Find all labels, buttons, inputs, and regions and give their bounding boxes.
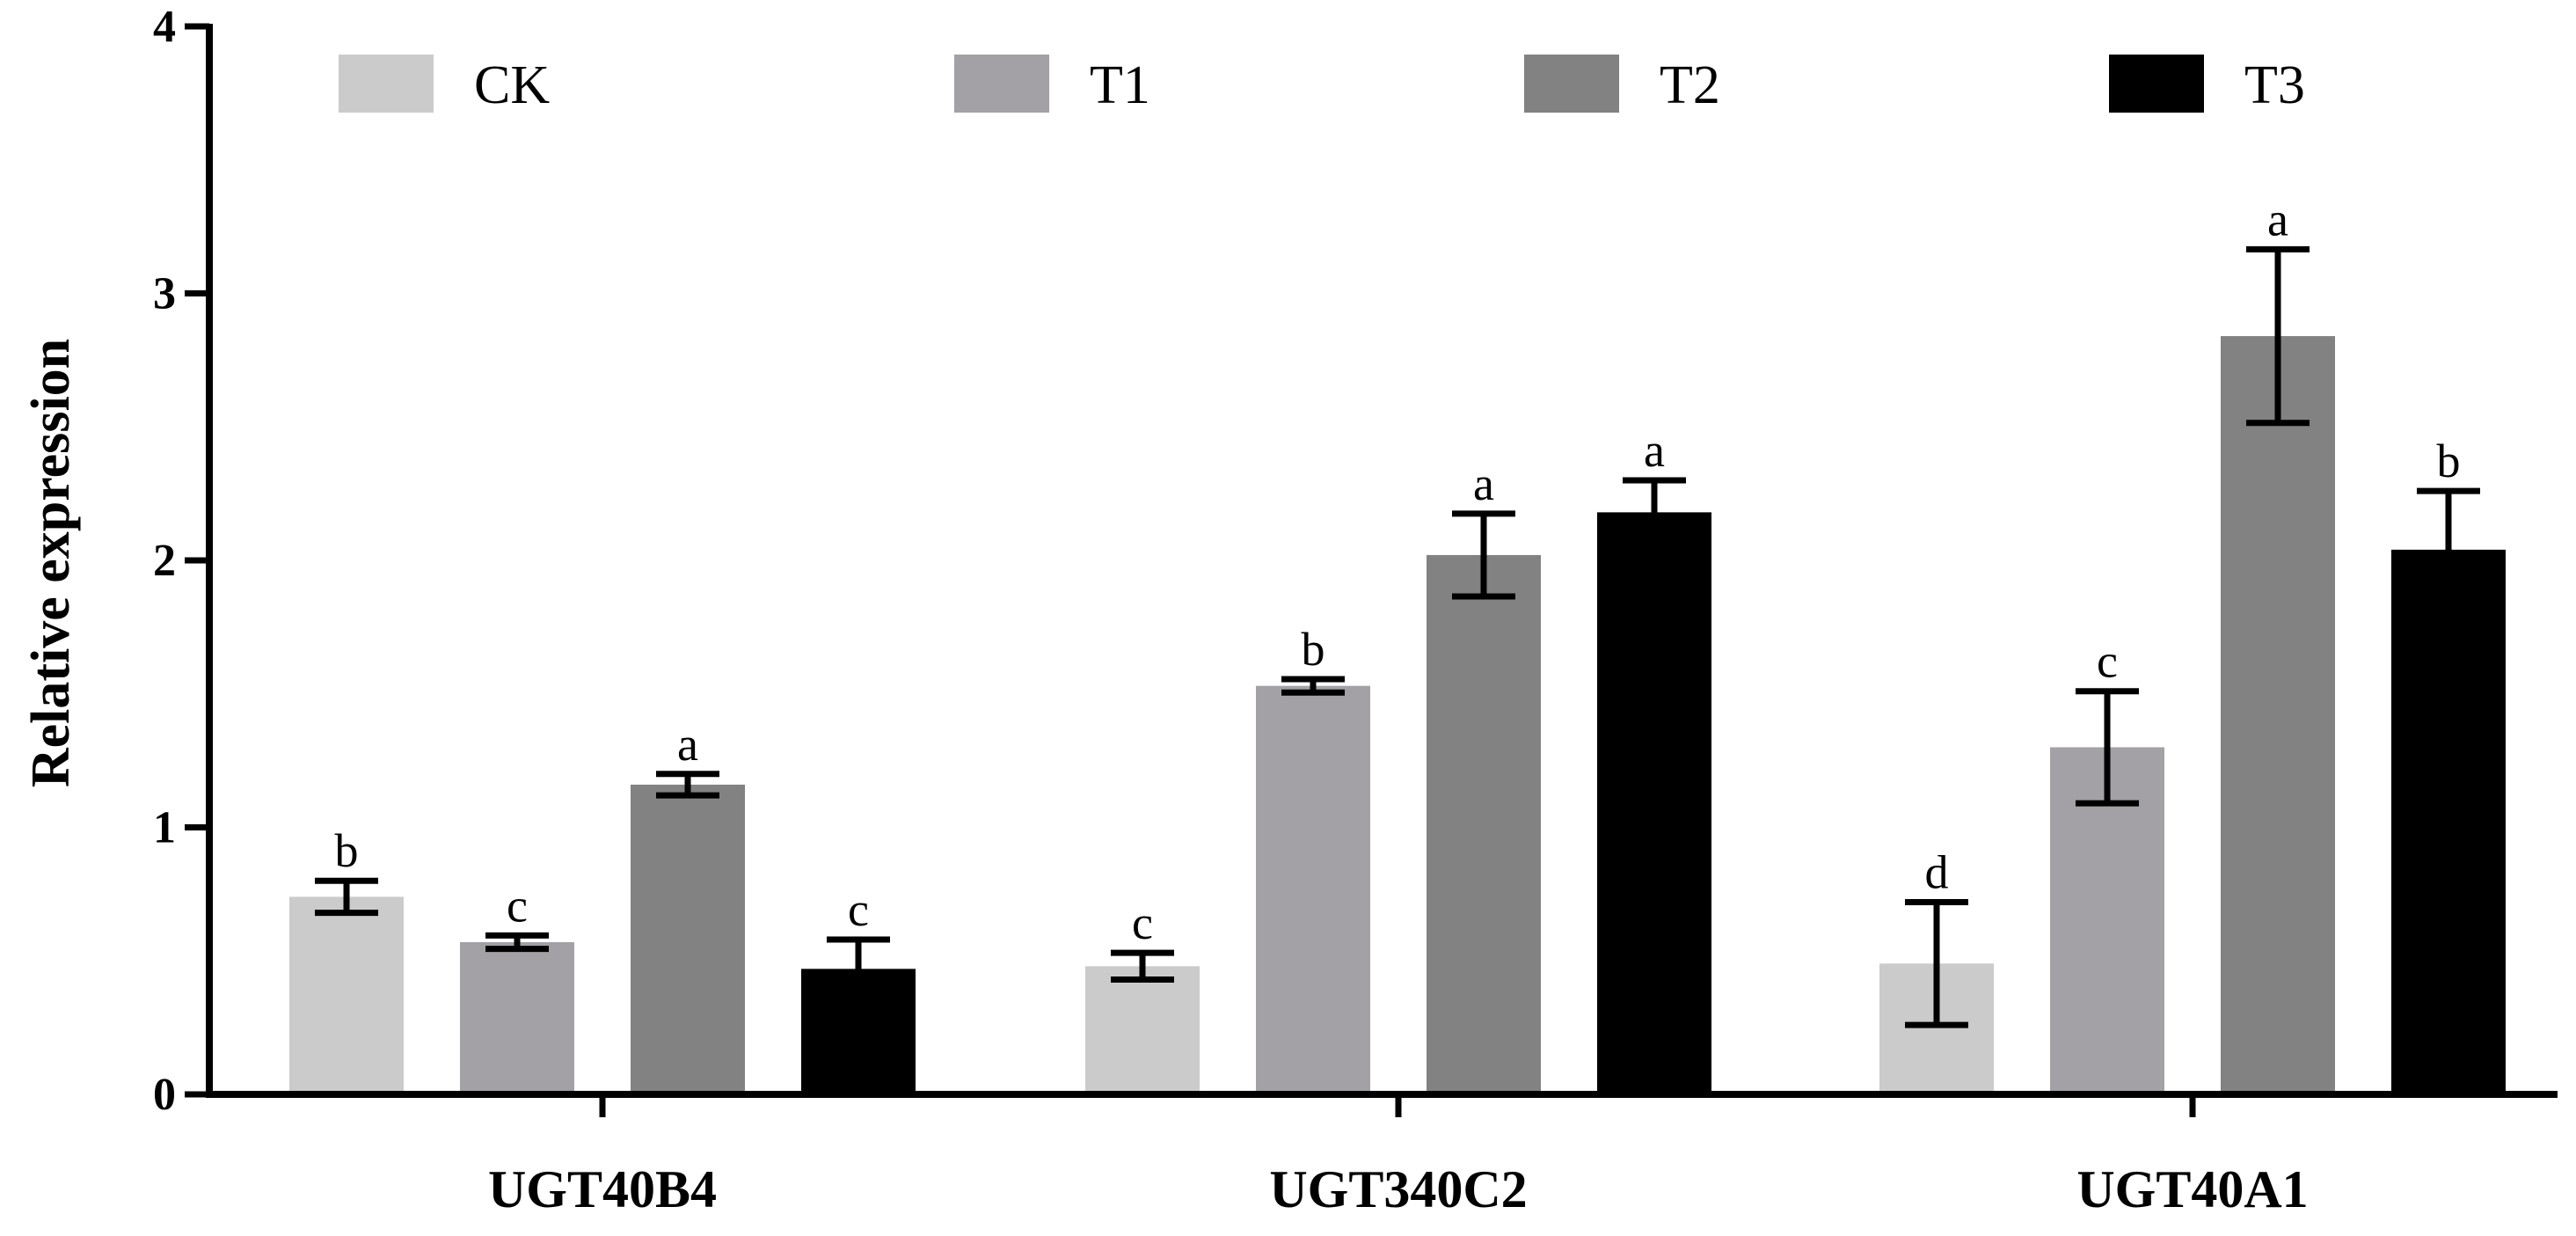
x-category-label: UGT340C2 — [1269, 1160, 1527, 1218]
legend-swatch-t1 — [954, 55, 1049, 113]
bar-t3-ugt40a1 — [2391, 549, 2506, 1094]
bar-t2-ugt40a1 — [2221, 336, 2335, 1094]
bar-t3-ugt340c2 — [1597, 512, 1711, 1094]
significance-letter: c — [848, 883, 869, 936]
significance-letter: c — [1132, 896, 1153, 949]
x-category-label: UGT40A1 — [2076, 1160, 2308, 1218]
legend-label-ck: CK — [474, 55, 550, 115]
bars — [289, 336, 2506, 1094]
legend-swatch-ck — [339, 55, 434, 113]
bar-t2-ugt40b4 — [631, 784, 745, 1094]
legend-label-t3: T3 — [2244, 55, 2305, 115]
significance-letter: d — [1925, 845, 1949, 898]
x-category-label: UGT40B4 — [488, 1160, 717, 1218]
significance-letter: b — [2437, 435, 2461, 487]
significance-letter: c — [507, 879, 528, 932]
significance-letter: a — [677, 718, 698, 771]
y-axis-title: Relative expression — [21, 339, 81, 787]
bar-ck-ugt340c2 — [1085, 966, 1200, 1094]
legend-label-t2: T2 — [1660, 55, 1720, 115]
bar-t1-ugt40b4 — [460, 942, 574, 1094]
y-tick-label: 1 — [153, 803, 176, 853]
significance-letter: b — [335, 824, 359, 877]
axes: Relative expression 0 1 2 3 4 UGT40B4 UGT340C2… — [21, 2, 2558, 1218]
y-tick-label: 0 — [153, 1070, 176, 1120]
significance-letter: c — [2097, 635, 2118, 688]
y-tick-label: 3 — [153, 269, 176, 319]
bar-t1-ugt340c2 — [1256, 685, 1370, 1094]
legend: CK T1 T2 T3 — [339, 55, 2305, 115]
legend-swatch-t3 — [2109, 55, 2204, 113]
significance-letter: a — [1473, 457, 1494, 510]
significance-letter: a — [2267, 193, 2288, 245]
y-tick-label: 2 — [153, 536, 176, 586]
legend-swatch-t2 — [1524, 55, 1619, 113]
bar-t2-ugt340c2 — [1427, 554, 1541, 1094]
y-tick-label: 4 — [153, 2, 176, 52]
legend-label-t1: T1 — [1090, 55, 1150, 115]
significance-labels: b c a c c b a a d c a b — [335, 193, 2461, 949]
significance-letter: b — [1302, 623, 1325, 676]
error-bars — [315, 245, 2480, 1028]
bar-ck-ugt40b4 — [289, 896, 404, 1094]
significance-letter: a — [1644, 424, 1665, 477]
